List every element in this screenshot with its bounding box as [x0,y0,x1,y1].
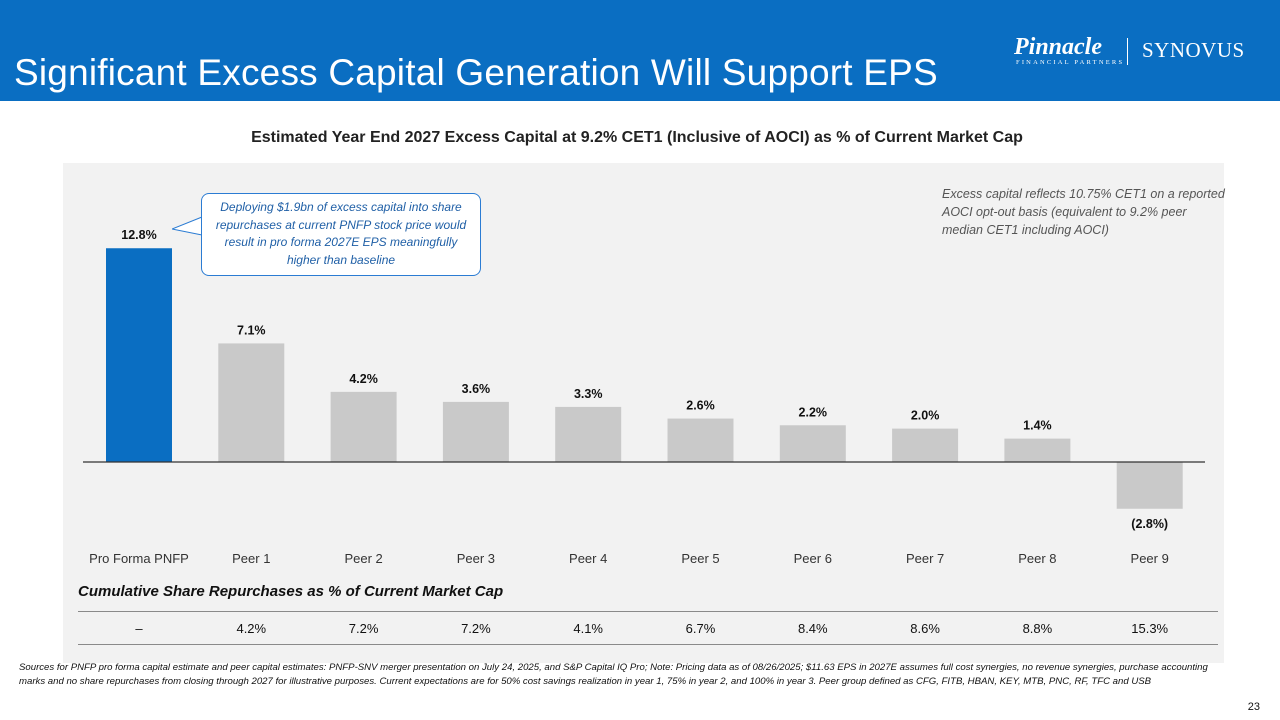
category-label: Peer 5 [681,551,719,566]
repurchase-value: 15.3% [1131,621,1169,636]
category-label: Peer 7 [906,551,944,566]
repurchase-value: 7.2% [461,621,491,636]
repurchase-value: 8.8% [1022,621,1053,636]
callout-text: Deploying $1.9bn of excess capital into … [215,200,467,267]
repurchase-value: 8.6% [910,621,940,636]
bar-peer-8 [1004,438,1071,462]
data-label: 2.2% [799,405,828,419]
data-label: 3.6% [462,382,491,396]
logo-divider [1127,38,1128,65]
bar-peer-6 [779,425,846,462]
repurchase-value: 6.7% [685,621,716,636]
repurchase-value: – [135,621,143,636]
page-number: 23 [1247,701,1260,713]
category-label: Pro Forma PNFP [89,551,189,566]
repurchase-value: 7.2% [348,621,379,636]
category-label: Peer 1 [232,551,270,566]
repurchases-bottom-rule [78,644,1218,645]
data-label: 1.4% [1023,419,1052,433]
bar-peer-5 [667,418,734,462]
callout-box: Deploying $1.9bn of excess capital into … [201,193,481,276]
bar-pro-forma-pnfp [106,248,172,462]
category-label: Peer 8 [1018,551,1056,566]
bar-peer-2 [330,391,397,462]
category-label: Peer 2 [344,551,382,566]
bar-peer-7 [892,428,959,462]
data-label: (2.8%) [1131,517,1168,531]
repurchases-title: Cumulative Share Repurchases as % of Cur… [78,583,504,600]
repurchase-value: 4.1% [573,621,603,636]
repurchase-value: 8.4% [797,621,828,636]
chart-title: Estimated Year End 2027 Excess Capital a… [251,129,1023,146]
data-label: 2.6% [686,399,715,413]
category-label: Peer 3 [457,551,495,566]
data-label: 4.2% [349,372,378,386]
data-label: 3.3% [574,387,603,401]
pinnacle-logo-tagline: FINANCIAL PARTNERS [1016,59,1125,66]
data-label: 7.1% [237,323,266,337]
category-label: Peer 9 [1131,551,1169,566]
data-label: 2.0% [911,409,940,423]
data-label: 12.8% [121,228,156,242]
footnote-sources: Sources for PNFP pro forma capital estim… [19,662,1208,687]
category-label: Peer 4 [569,551,607,566]
bar-peer-4 [555,406,622,462]
page-title: Significant Excess Capital Generation Wi… [14,52,938,93]
synovus-logo: SYNOVUS [1142,38,1245,62]
repurchases-top-rule [78,611,1218,612]
repurchase-value: 4.2% [236,621,267,636]
pinnacle-logo: Pinnacle [1014,34,1102,60]
header-bar [0,0,1280,101]
bar-peer-9 [1116,462,1183,509]
excess-capital-note: Excess capital reflects 10.75% CET1 on a… [942,187,1225,237]
bar-peer-3 [442,401,509,462]
category-label: Peer 6 [794,551,832,566]
callout-pointer [172,216,203,236]
bar-peer-1 [218,343,285,462]
